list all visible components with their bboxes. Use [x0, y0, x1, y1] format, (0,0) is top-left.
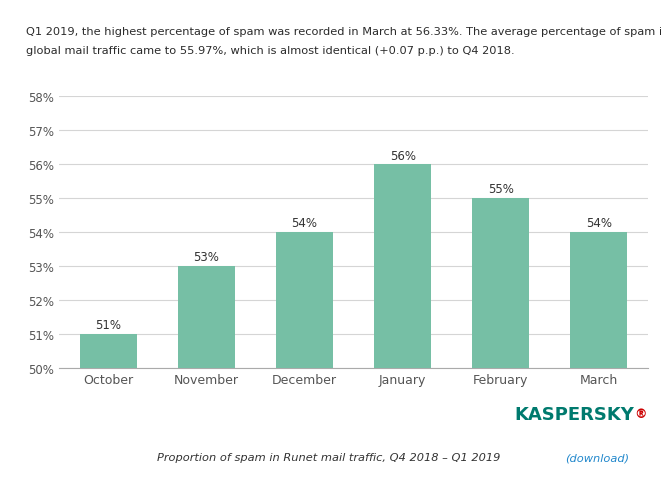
Text: 51%: 51%: [95, 318, 122, 332]
Bar: [178, 266, 235, 368]
Text: 55%: 55%: [488, 183, 514, 196]
Text: 54%: 54%: [292, 217, 318, 230]
Text: Proportion of spam in Runet mail traffic, Q4 2018 – Q1 2019: Proportion of spam in Runet mail traffic…: [157, 453, 504, 462]
Bar: [374, 165, 431, 368]
Text: 53%: 53%: [194, 251, 219, 264]
Bar: [276, 232, 333, 368]
Text: Q1 2019, the highest percentage of spam was recorded in March at 56.33%. The ave: Q1 2019, the highest percentage of spam …: [26, 27, 661, 37]
Bar: [80, 334, 137, 368]
Text: (download): (download): [565, 453, 629, 462]
Text: KASPERSKY: KASPERSKY: [515, 405, 635, 423]
Bar: [472, 198, 529, 368]
Text: 56%: 56%: [389, 149, 416, 162]
Bar: [570, 232, 627, 368]
Text: 54%: 54%: [586, 217, 612, 230]
Text: ®: ®: [635, 408, 647, 420]
Text: global mail traffic came to 55.97%, which is almost identical (+0.07 p.p.) to Q4: global mail traffic came to 55.97%, whic…: [26, 46, 515, 56]
